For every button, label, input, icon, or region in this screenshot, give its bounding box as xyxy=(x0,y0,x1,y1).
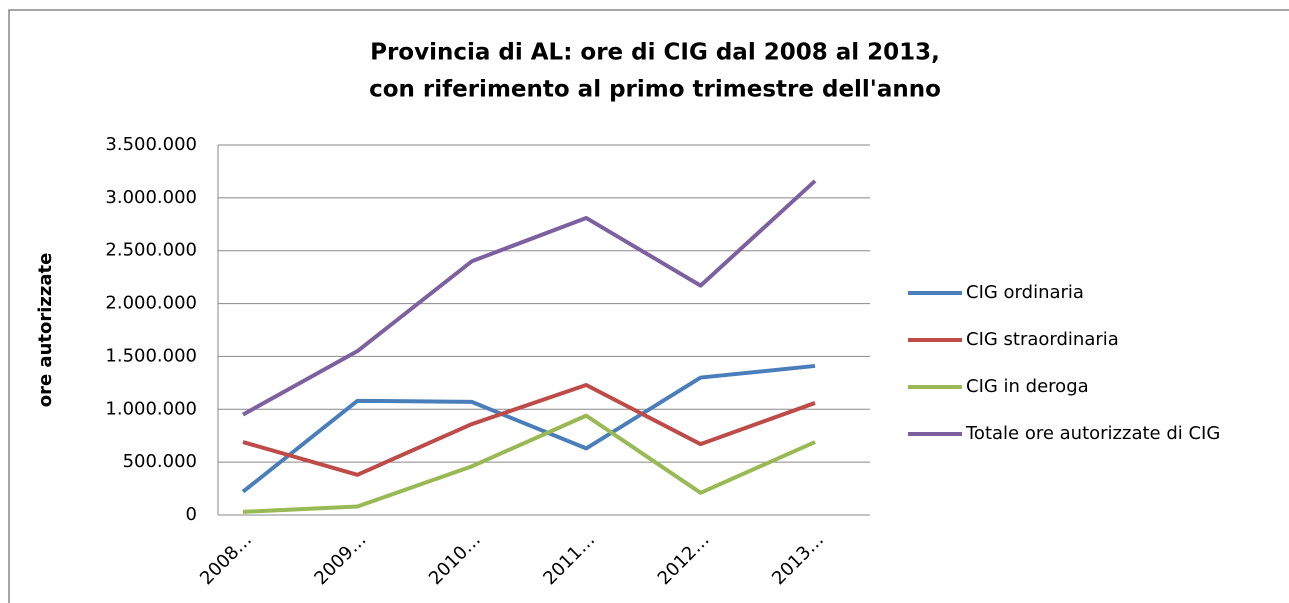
legend-label: CIG in deroga xyxy=(966,376,1089,397)
chart-frame xyxy=(8,9,1289,603)
y-tick-label: 500.000 xyxy=(123,451,197,472)
legend-label: Totale ore autorizzate di CIG xyxy=(965,423,1220,444)
y-tick-label: 3.500.000 xyxy=(105,134,197,155)
y-tick-label: 0 xyxy=(186,504,197,525)
y-tick-label: 3.000.000 xyxy=(105,187,197,208)
y-tick-label: 2.000.000 xyxy=(105,293,197,314)
legend-label: CIG ordinaria xyxy=(966,282,1084,303)
series-line xyxy=(242,382,816,477)
legend-label: CIG straordinaria xyxy=(966,329,1119,350)
y-tick-label: 1.000.000 xyxy=(105,398,197,419)
series-line xyxy=(241,363,816,494)
y-axis-label: ore autorizzate xyxy=(35,253,56,408)
series-line xyxy=(242,413,816,514)
chart-title: Provincia di AL: ore di CIG dal 2008 al … xyxy=(370,40,940,66)
chart-title: con riferimento al primo trimestre dell'… xyxy=(369,77,941,103)
series-line xyxy=(242,179,817,417)
y-tick-label: 1.500.000 xyxy=(105,345,197,366)
y-tick-label: 2.500.000 xyxy=(105,240,197,261)
